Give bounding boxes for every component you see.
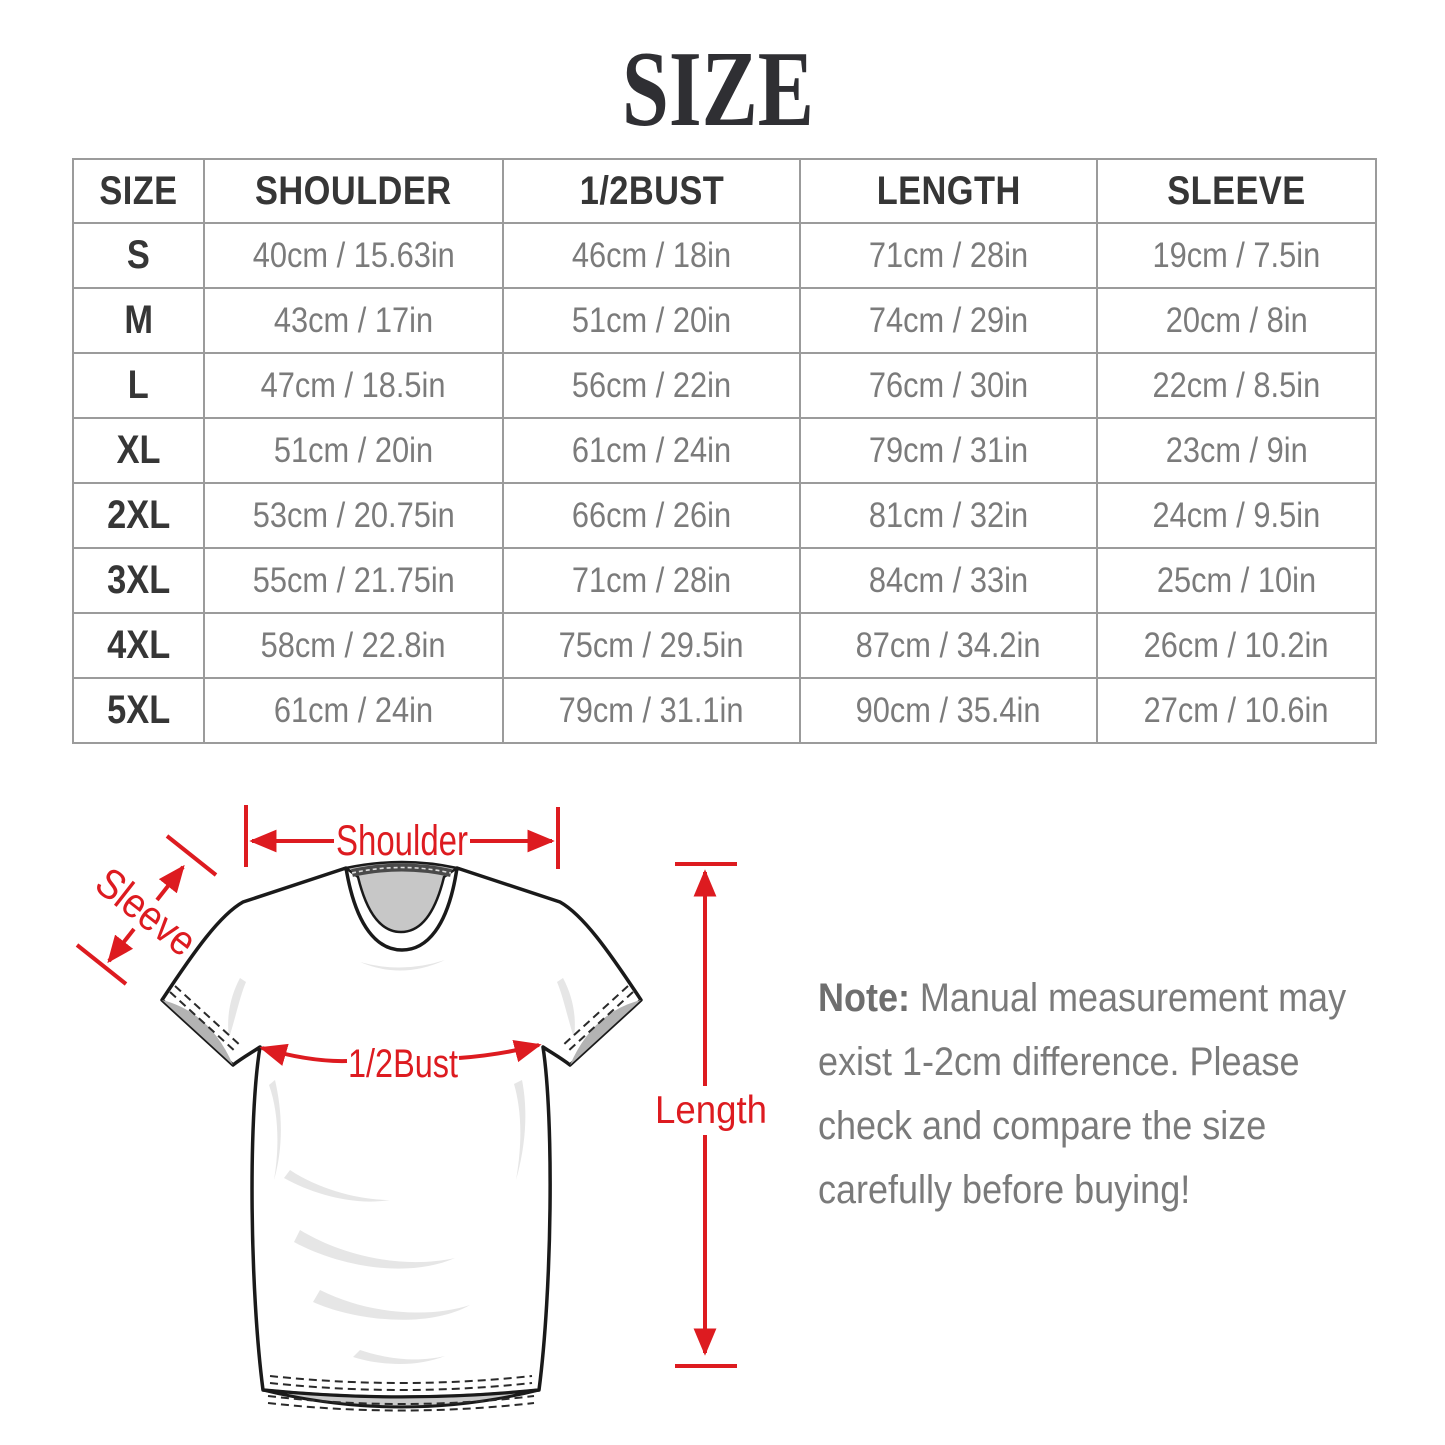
note-block: Note: Manual measurement may exist 1-2cm … bbox=[818, 966, 1405, 1222]
half-bust-arrow-left bbox=[259, 1043, 348, 1066]
tshirt-collar bbox=[343, 860, 461, 934]
cell-size: M bbox=[72, 287, 205, 354]
note-prefix: Note: bbox=[818, 976, 910, 1020]
tshirt-right-cuff bbox=[561, 985, 641, 1065]
length-annotation: Length bbox=[655, 862, 767, 1368]
cell-shoulder: 53cm / 20.75in bbox=[203, 482, 504, 549]
cell-shoulder: 47cm / 18.5in bbox=[203, 352, 504, 419]
cell-sleeve: 19cm / 7.5in bbox=[1096, 222, 1377, 289]
table-row: 5XL 61cm / 24in 79cm / 31.1in 90cm / 35.… bbox=[72, 677, 1377, 744]
cell-half-bust: 56cm / 22in bbox=[502, 352, 801, 419]
header-half-bust: 1/2BUST bbox=[502, 158, 801, 224]
note-line: exist 1-2cm difference. Please bbox=[818, 1040, 1300, 1084]
tshirt-drawing bbox=[160, 860, 643, 1412]
shoulder-label: Shoulder bbox=[336, 817, 468, 865]
table-row: 2XL 53cm / 20.75in 66cm / 26in 81cm / 32… bbox=[72, 482, 1377, 549]
note-line: check and compare the size bbox=[818, 1104, 1267, 1148]
table-row: 4XL 58cm / 22.8in 75cm / 29.5in 87cm / 3… bbox=[72, 612, 1377, 679]
cell-half-bust: 79cm / 31.1in bbox=[502, 677, 801, 744]
sleeve-label: Sleeve bbox=[87, 858, 206, 965]
header-sleeve: SLEEVE bbox=[1096, 158, 1377, 224]
sleeve-arrow-up bbox=[155, 864, 185, 902]
table-row: S 40cm / 15.63in 46cm / 18in 71cm / 28in… bbox=[72, 222, 1377, 289]
cell-sleeve: 23cm / 9in bbox=[1096, 417, 1377, 484]
header-shoulder: SHOULDER bbox=[203, 158, 504, 224]
header-half-bust-label: 1/2BUST bbox=[579, 168, 724, 213]
cell-half-bust: 51cm / 20in bbox=[502, 287, 801, 354]
cell-length: 90cm / 35.4in bbox=[799, 677, 1098, 744]
sleeve-arrow-down bbox=[107, 927, 136, 964]
note-line: carefully before buying! bbox=[818, 1168, 1191, 1212]
cell-length: 87cm / 34.2in bbox=[799, 612, 1098, 679]
cell-half-bust: 46cm / 18in bbox=[502, 222, 801, 289]
cell-length: 71cm / 28in bbox=[799, 222, 1098, 289]
tshirt-measurement-diagram: Shoulder Sleeve 1/2Bust Length bbox=[75, 805, 767, 1412]
cell-sleeve: 24cm / 9.5in bbox=[1096, 482, 1377, 549]
cell-half-bust: 66cm / 26in bbox=[502, 482, 801, 549]
table-row: M 43cm / 17in 51cm / 20in 74cm / 29in 20… bbox=[72, 287, 1377, 354]
cell-size: 5XL bbox=[72, 677, 205, 744]
half-bust-label: 1/2Bust bbox=[348, 1042, 458, 1086]
cell-length: 79cm / 31in bbox=[799, 417, 1098, 484]
header-size: SIZE bbox=[72, 158, 205, 224]
cell-shoulder: 51cm / 20in bbox=[203, 417, 504, 484]
cell-sleeve: 20cm / 8in bbox=[1096, 287, 1377, 354]
half-bust-arrow-right bbox=[458, 1040, 542, 1063]
tshirt-left-cuff bbox=[162, 985, 242, 1065]
cell-size: L bbox=[72, 352, 205, 419]
note-text: Manual measurement may bbox=[919, 976, 1347, 1020]
cell-length: 74cm / 29in bbox=[799, 287, 1098, 354]
cell-length: 84cm / 33in bbox=[799, 547, 1098, 614]
cell-shoulder: 40cm / 15.63in bbox=[203, 222, 504, 289]
shoulder-annotation: Shoulder bbox=[244, 805, 560, 869]
note-line: Note: Manual measurement may bbox=[818, 966, 1346, 1030]
cell-shoulder: 58cm / 22.8in bbox=[203, 612, 504, 679]
page-title: SIZE bbox=[622, 30, 814, 149]
header-length: LENGTH bbox=[799, 158, 1098, 224]
page-title-text: SIZE bbox=[622, 30, 814, 149]
cell-length: 76cm / 30in bbox=[799, 352, 1098, 419]
size-table: SIZE SHOULDER 1/2BUST LENGTH SLEEVE S 40… bbox=[72, 158, 1377, 744]
header-size-label: SIZE bbox=[99, 168, 178, 213]
cell-half-bust: 75cm / 29.5in bbox=[502, 612, 801, 679]
cell-sleeve: 27cm / 10.6in bbox=[1096, 677, 1377, 744]
length-label: Length bbox=[655, 1089, 767, 1132]
cell-sleeve: 25cm / 10in bbox=[1096, 547, 1377, 614]
sleeve-top-tick bbox=[165, 834, 218, 877]
cell-size: 4XL bbox=[72, 612, 205, 679]
table-row: 3XL 55cm / 21.75in 71cm / 28in 84cm / 33… bbox=[72, 547, 1377, 614]
half-bust-annotation: 1/2Bust bbox=[259, 1040, 542, 1086]
cell-size: 3XL bbox=[72, 547, 205, 614]
cell-half-bust: 71cm / 28in bbox=[502, 547, 801, 614]
header-length-label: LENGTH bbox=[876, 168, 1021, 213]
cell-size: XL bbox=[72, 417, 205, 484]
cell-shoulder: 43cm / 17in bbox=[203, 287, 504, 354]
table-header-row: SIZE SHOULDER 1/2BUST LENGTH SLEEVE bbox=[72, 158, 1377, 224]
cell-sleeve: 22cm / 8.5in bbox=[1096, 352, 1377, 419]
header-sleeve-label: SLEEVE bbox=[1167, 168, 1306, 213]
cell-shoulder: 55cm / 21.75in bbox=[203, 547, 504, 614]
cell-size: S bbox=[72, 222, 205, 289]
table-row: L 47cm / 18.5in 56cm / 22in 76cm / 30in … bbox=[72, 352, 1377, 419]
cell-shoulder: 61cm / 24in bbox=[203, 677, 504, 744]
sleeve-bottom-tick bbox=[75, 943, 128, 986]
cell-size: 2XL bbox=[72, 482, 205, 549]
table-row: XL 51cm / 20in 61cm / 24in 79cm / 31in 2… bbox=[72, 417, 1377, 484]
cell-length: 81cm / 32in bbox=[799, 482, 1098, 549]
tshirt-hem bbox=[262, 1375, 540, 1412]
cell-sleeve: 26cm / 10.2in bbox=[1096, 612, 1377, 679]
header-shoulder-label: SHOULDER bbox=[255, 168, 452, 213]
cell-half-bust: 61cm / 24in bbox=[502, 417, 801, 484]
tshirt-body bbox=[160, 866, 643, 1399]
